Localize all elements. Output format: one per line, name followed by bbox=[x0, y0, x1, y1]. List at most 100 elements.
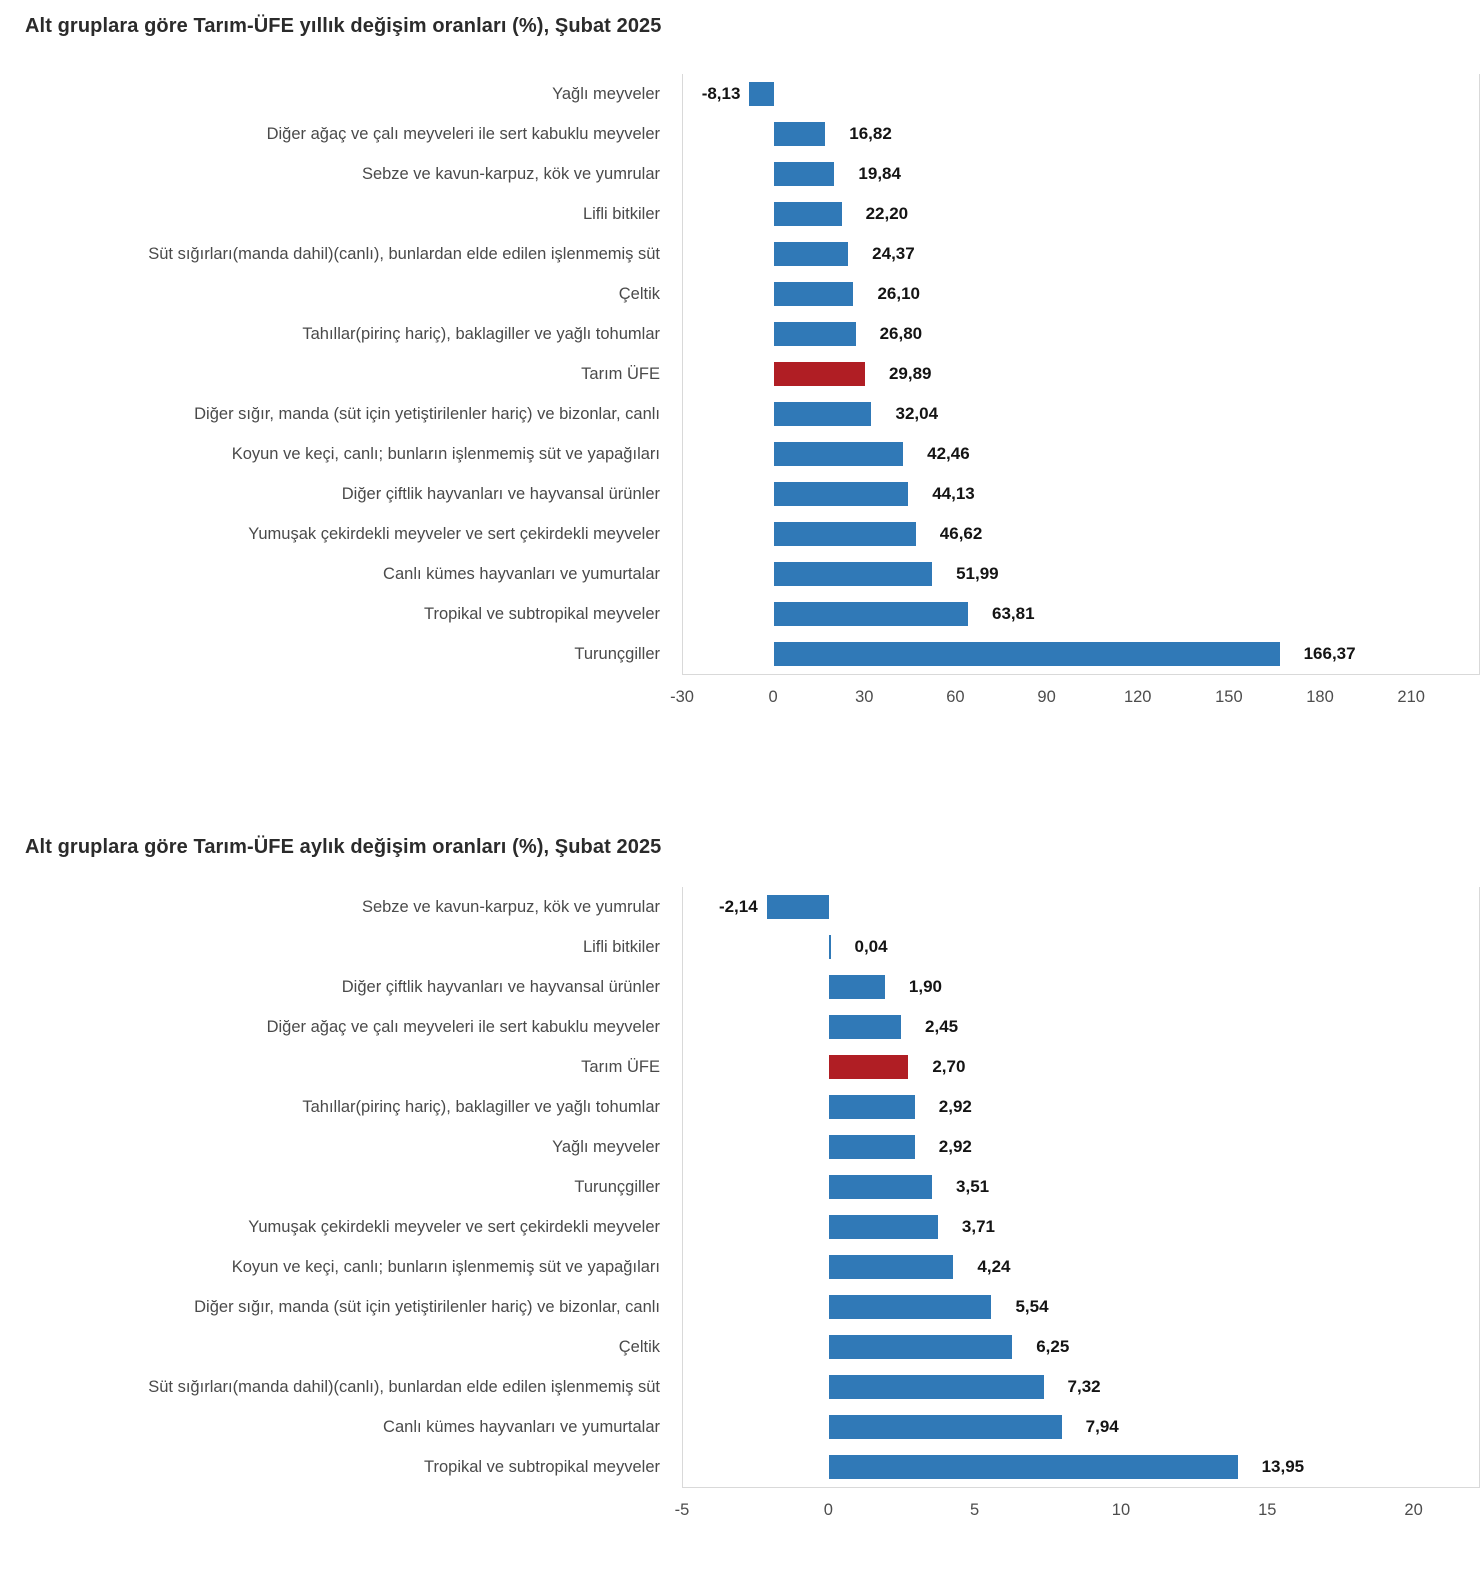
x-axis: -5 0 5 10 15 20 bbox=[675, 1488, 1478, 1534]
category-label: Lifli bitkiler bbox=[582, 204, 660, 223]
x-axis-tick-label: -30 bbox=[670, 688, 694, 706]
bar bbox=[774, 402, 872, 426]
bar-value-label: 2,70 bbox=[932, 1057, 966, 1076]
bar bbox=[829, 1175, 933, 1199]
category-label: Süt sığırları(manda dahil)(canlı), bunla… bbox=[148, 1377, 660, 1396]
bar bbox=[829, 1335, 1013, 1359]
bar-value-label: 6,25 bbox=[1036, 1337, 1070, 1356]
bar bbox=[829, 1455, 1238, 1479]
x-axis-tick-label: -5 bbox=[674, 1501, 690, 1519]
category-label: Canlı kümes hayvanları ve yumurtalar bbox=[383, 564, 660, 583]
category-label: Diğer sığır, manda (süt için yetiştirile… bbox=[194, 1297, 660, 1316]
bar-value-label: 13,95 bbox=[1261, 1457, 1305, 1476]
bar bbox=[774, 442, 904, 466]
bar bbox=[829, 1095, 915, 1119]
bar-value-label: 26,10 bbox=[877, 284, 920, 303]
bar-value-label: -8,13 bbox=[701, 84, 741, 103]
x-axis-tick-label: 90 bbox=[1037, 688, 1056, 706]
category-label: Canlı kümes hayvanları ve yumurtalar bbox=[383, 1417, 660, 1436]
bar-value-label: -2,14 bbox=[718, 897, 758, 916]
bar-value-label: 16,82 bbox=[849, 124, 892, 143]
category-label: Çeltik bbox=[618, 284, 660, 303]
chart-canvas-annual: Yağlı meyveler Diğer ağaç ve çalı meyvele… bbox=[0, 74, 1482, 721]
plot-area: -2,14 0,04 1,90 2,45 2,70 2,92 2,92 3,51 3,71 4,2… bbox=[682, 887, 1480, 1488]
category-label: Yumuşak çekirdekli meyveler ve sert çeki… bbox=[248, 524, 660, 543]
category-label: Sebze ve kavun-karpuz, kök ve yumrular bbox=[361, 164, 660, 183]
bar-value-label: 29,89 bbox=[888, 364, 932, 383]
category-label: Tahıllar(pirinç hariç), baklagiller ve y… bbox=[302, 1097, 660, 1116]
x-axis: -30 0 30 60 90 120 150 180 210 bbox=[670, 675, 1478, 721]
bar-value-label: 44,13 bbox=[932, 484, 975, 503]
category-label: Diğer ağaç ve çalı meyveleri ile sert ka… bbox=[266, 124, 660, 143]
bar-value-label: 22,20 bbox=[865, 204, 909, 223]
bar bbox=[774, 522, 916, 546]
x-axis-tick-label: 20 bbox=[1404, 1501, 1423, 1519]
bar-highlight bbox=[829, 1055, 909, 1079]
bar-value-label: 51,99 bbox=[956, 564, 999, 583]
bar bbox=[774, 162, 835, 186]
chart-canvas-monthly: Sebze ve kavun-karpuz, kök ve yumrular Li… bbox=[0, 887, 1482, 1534]
bar-value-label: 19,84 bbox=[858, 164, 901, 183]
bar bbox=[829, 1015, 901, 1039]
x-axis-tick-label: 150 bbox=[1215, 688, 1243, 706]
category-label: Lifli bitkiler bbox=[582, 937, 660, 956]
plot-column: -2,14 0,04 1,90 2,45 2,70 2,92 2,92 3,51 3,71 4,2… bbox=[675, 887, 1480, 1534]
category-label: Turunçgiller bbox=[574, 1177, 660, 1196]
bar-value-label: 4,24 bbox=[977, 1257, 1011, 1276]
bar bbox=[774, 482, 909, 506]
bar-value-label: 2,45 bbox=[925, 1017, 959, 1036]
x-axis-tick-label: 0 bbox=[823, 1501, 833, 1519]
category-label: Sebze ve kavun-karpuz, kök ve yumrular bbox=[361, 897, 660, 916]
category-label: Tarım ÜFE bbox=[581, 1057, 660, 1076]
x-axis-tick-label: 0 bbox=[768, 688, 778, 706]
category-label: Tahıllar(pirinç hariç), baklagiller ve y… bbox=[302, 324, 660, 343]
bar bbox=[766, 895, 830, 919]
category-label: Yağlı meyveler bbox=[552, 84, 660, 103]
x-axis-tick-label: 120 bbox=[1123, 688, 1152, 706]
x-axis-tick-label: 180 bbox=[1306, 688, 1334, 706]
category-label: Süt sığırları(manda dahil)(canlı), bunla… bbox=[148, 244, 660, 263]
bar-value-label: 5,54 bbox=[1015, 1297, 1049, 1316]
bar-value-label: 46,62 bbox=[939, 524, 983, 543]
bar-value-label: 3,71 bbox=[961, 1217, 995, 1236]
bar-value-label: 1,90 bbox=[908, 977, 943, 996]
bar bbox=[829, 1255, 954, 1279]
category-label-column: Sebze ve kavun-karpuz, kök ve yumrular Li… bbox=[25, 887, 682, 1487]
category-label: Koyun ve keçi, canlı; bunların işlenmemi… bbox=[231, 444, 660, 463]
x-axis-tick-label: 10 bbox=[1111, 1501, 1131, 1519]
bar bbox=[829, 975, 885, 999]
chart-title-annual: Alt gruplara göre Tarım-ÜFE yıllık değiş… bbox=[25, 15, 662, 37]
bar-value-label: 3,51 bbox=[956, 1177, 990, 1196]
category-label: Yumuşak çekirdekli meyveler ve sert çeki… bbox=[248, 1217, 660, 1236]
bar bbox=[774, 602, 968, 626]
annual-change-chart: Alt gruplara göre Tarım-ÜFE yıllık değiş… bbox=[0, 12, 1482, 721]
bar-value-label: 166,37 bbox=[1303, 644, 1356, 663]
bar-value-label: 2,92 bbox=[938, 1097, 972, 1116]
bar-value-label: 7,94 bbox=[1085, 1417, 1119, 1436]
bar-value-label: 2,92 bbox=[938, 1137, 972, 1156]
bar-value-label: 32,04 bbox=[895, 404, 939, 423]
bar bbox=[774, 202, 842, 226]
bar-value-label: 26,80 bbox=[879, 324, 923, 343]
bar bbox=[829, 1295, 992, 1319]
category-label: Çeltik bbox=[618, 1337, 660, 1356]
category-label: Koyun ve keçi, canlı; bunların işlenmemi… bbox=[231, 1257, 660, 1276]
plot-area: -8,13 16,82 19,84 22,20 24,37 26,10 26,80 29,89… bbox=[682, 74, 1480, 675]
plot-column: -8,13 16,82 19,84 22,20 24,37 26,10 26,80 29,89… bbox=[670, 74, 1480, 721]
category-label: Tropikal ve subtropikal meyveler bbox=[424, 1457, 660, 1476]
x-axis-tick-label: 5 bbox=[970, 1501, 980, 1519]
x-axis-tick-label: 210 bbox=[1397, 688, 1425, 706]
bar bbox=[774, 242, 849, 266]
bar-value-label: 7,32 bbox=[1067, 1377, 1101, 1396]
bar-value-label: 63,81 bbox=[992, 604, 1035, 623]
report-page: Alt gruplara göre Tarım-ÜFE yıllık değiş… bbox=[0, 12, 1482, 1534]
x-axis-tick-label: 30 bbox=[855, 688, 874, 706]
chart-title-monthly: Alt gruplara göre Tarım-ÜFE aylık değişi… bbox=[25, 836, 662, 858]
bar bbox=[774, 122, 826, 146]
bar bbox=[774, 322, 856, 346]
x-axis-tick-label: 15 bbox=[1258, 1501, 1277, 1519]
bar bbox=[774, 562, 933, 586]
bar bbox=[829, 935, 831, 959]
category-label: Turunçgiller bbox=[574, 644, 660, 663]
bar-value-label: 24,37 bbox=[872, 244, 915, 263]
